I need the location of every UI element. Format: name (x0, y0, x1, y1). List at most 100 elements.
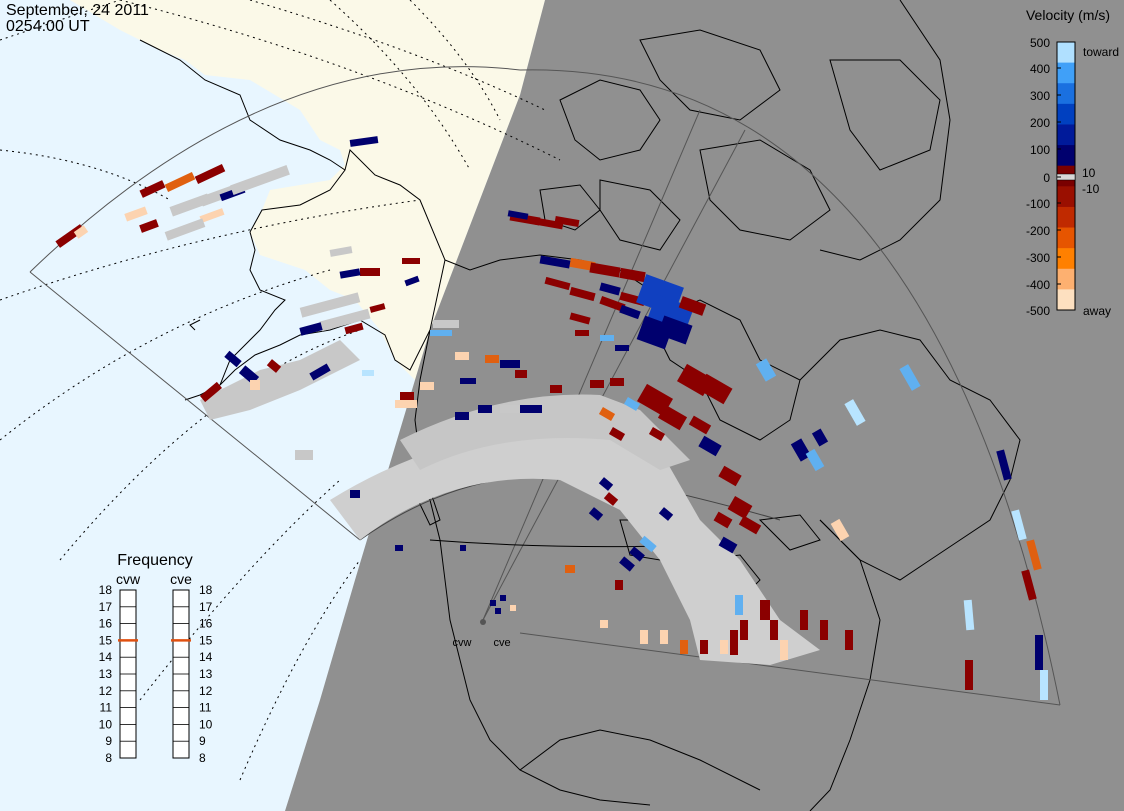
velocity-cell (139, 219, 159, 233)
velocity-cell (588, 507, 604, 521)
velocity-cell (507, 210, 529, 220)
velocity-cell (544, 276, 571, 291)
grid-line (119, 0, 561, 161)
velocity-cell (124, 206, 148, 222)
velocity-cell (680, 640, 688, 654)
velocity-cell (510, 605, 516, 611)
colorbar-swatch (1057, 268, 1075, 290)
colorbar-swatch (1057, 83, 1075, 105)
velocity-cell (608, 427, 626, 441)
velocity-cell (820, 620, 828, 640)
grid-line (329, 0, 471, 171)
velocity-cell (800, 610, 808, 630)
velocity-cell (169, 193, 211, 217)
velocity-cell (554, 215, 580, 228)
velocity-cell (660, 630, 668, 644)
velocity-cell (266, 359, 282, 373)
velocity-cell (590, 380, 604, 388)
frequency-level-left: 16 (99, 617, 113, 631)
velocity-cell (500, 405, 522, 413)
velocity-cell (460, 378, 476, 384)
velocity-cell (164, 218, 206, 241)
velocity-cell (395, 400, 417, 408)
velocity-cell (755, 358, 777, 382)
velocity-cell (648, 427, 666, 441)
velocity-cell (615, 345, 629, 351)
velocity-cell (369, 303, 386, 313)
velocity-cell (603, 492, 619, 506)
velocity-cell (1035, 635, 1043, 670)
velocity-cell (658, 507, 674, 521)
velocity-cell (420, 382, 434, 390)
velocity-cell (238, 365, 260, 385)
velocity-cell (350, 490, 360, 498)
sunlit-land-alaska (70, 0, 545, 380)
fov-center-beam-2 (482, 109, 701, 621)
ground-scatter-band (400, 394, 690, 470)
velocity-cell (770, 620, 778, 640)
velocity-cell (433, 320, 459, 328)
velocity-cell (395, 545, 403, 551)
velocity-cell (485, 355, 499, 363)
frequency-level-right: 8 (199, 751, 206, 765)
velocity-cell (1040, 670, 1048, 700)
velocity-colorbar: Velocity (m/s)500400300200100100-10-100-… (1026, 7, 1119, 318)
velocity-cell (844, 399, 866, 426)
velocity-cell (250, 380, 260, 390)
velocity-cell (520, 405, 542, 413)
velocity-cell (678, 296, 707, 316)
frequency-level-right: 9 (199, 734, 206, 748)
frequency-level-right: 11 (199, 701, 212, 715)
frequency-panel: Frequency cvw cve 18 18 17 17 16 16 15 15 14 14 13 13 1… (99, 552, 213, 765)
velocity-cell (455, 412, 469, 420)
velocity-cell (565, 565, 575, 573)
colorbar-tick-label: -500 (1026, 304, 1050, 318)
velocity-cell (963, 599, 975, 631)
velocity-cell (299, 292, 361, 318)
velocity-cell (738, 515, 762, 535)
frequency-level-right: 15 (199, 633, 213, 647)
velocity-cell (845, 630, 853, 650)
velocity-cell (830, 518, 850, 542)
time-label: 0254:00 UT (6, 18, 90, 35)
velocity-cell (965, 660, 973, 690)
velocity-cell (73, 225, 89, 239)
velocity-cell (697, 373, 733, 405)
colorbar-tick-label: 10 (1082, 166, 1096, 180)
velocity-cell (362, 370, 374, 376)
velocity-cell (899, 364, 921, 391)
velocity-cell (598, 407, 616, 421)
date-label: September, 24 2011 (6, 2, 149, 19)
grid-line (0, 269, 331, 441)
velocity-cell (319, 308, 371, 332)
fov-east-edge (519, 632, 1061, 706)
colorbar-swatch (1057, 124, 1075, 146)
coastline-path (559, 79, 661, 161)
coastline-path (539, 184, 601, 231)
velocity-cell (1021, 569, 1037, 601)
grid-line (409, 0, 501, 121)
velocity-cell (610, 378, 624, 386)
frequency-level-right: 17 (199, 600, 213, 614)
velocity-cell (339, 268, 361, 279)
velocity-cell (688, 415, 712, 435)
velocity-cell (598, 477, 614, 491)
velocity-cell (295, 450, 313, 460)
velocity-cell (760, 600, 770, 620)
colorbar-tick-label: 100 (1030, 143, 1050, 157)
fov-outer-arc-west (29, 66, 521, 273)
grid-line (239, 559, 361, 781)
velocity-cell (575, 330, 589, 336)
colorbar-tick-label: 200 (1030, 116, 1050, 130)
grid-line (0, 199, 421, 301)
frequency-level-left: 15 (99, 633, 113, 647)
frequency-level-left: 8 (105, 751, 112, 765)
coastline-path (819, 0, 951, 261)
ground-scatter-band (200, 340, 360, 420)
colorbar-tick-label: -100 (1026, 197, 1050, 211)
velocity-cell (639, 535, 657, 553)
velocity-cell (740, 620, 748, 640)
velocity-cell (539, 255, 571, 269)
velocity-cell (619, 267, 646, 283)
colorbar-tick-label: -300 (1026, 251, 1050, 265)
